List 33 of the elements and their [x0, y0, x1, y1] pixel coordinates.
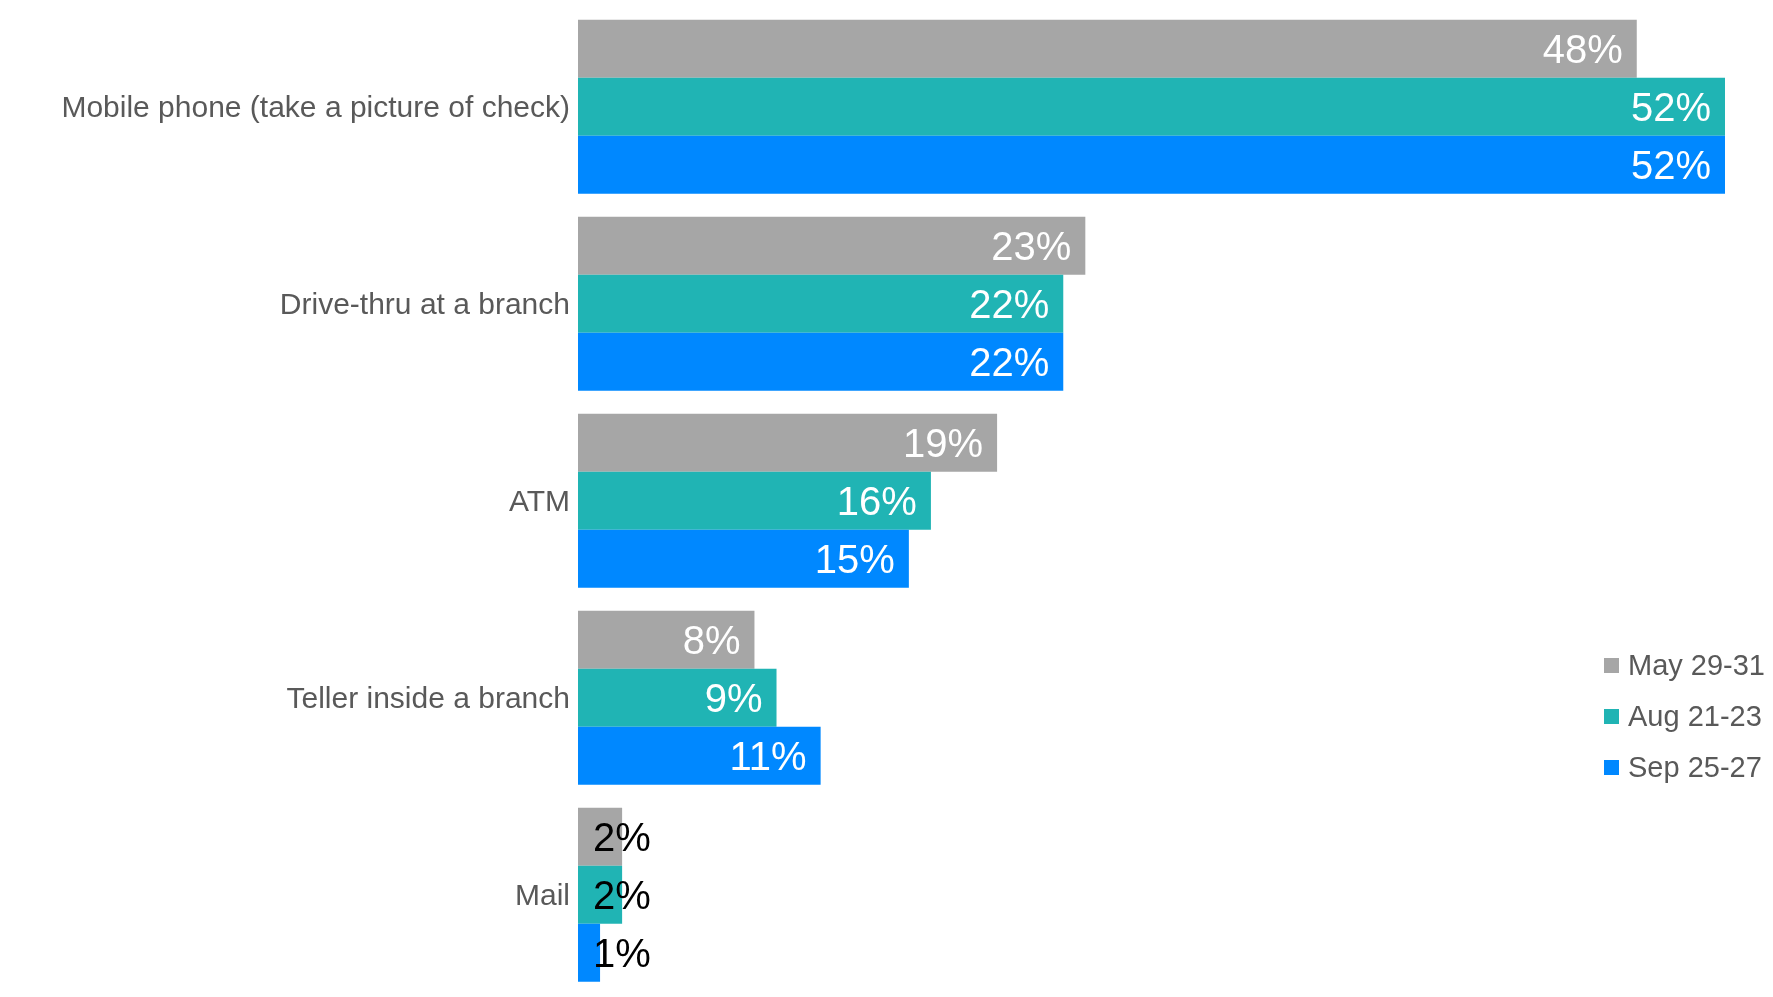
legend-label: Aug 21-23	[1627, 700, 1762, 733]
data-label: 22%	[969, 281, 1050, 326]
bar	[578, 274, 1064, 333]
data-label: 16%	[836, 478, 917, 523]
data-label: 2%	[593, 814, 651, 859]
bar	[578, 610, 755, 669]
bar	[578, 668, 777, 727]
data-label: 8%	[682, 617, 741, 662]
bar	[578, 19, 1637, 78]
bar	[578, 471, 931, 530]
y-tick-label: Teller inside a branch	[286, 681, 570, 715]
data-label: 19%	[903, 420, 984, 465]
bar	[578, 77, 1725, 136]
data-label: 52%	[1630, 84, 1711, 129]
y-tick-label: Drive-thru at a branch	[279, 287, 570, 321]
data-label: 9%	[704, 675, 763, 720]
y-tick-label: Mail	[514, 878, 570, 912]
legend-label: May 29-31	[1627, 649, 1765, 682]
bar	[578, 726, 821, 785]
bar	[578, 135, 1725, 194]
data-label: 11%	[729, 733, 807, 778]
bar	[578, 332, 1064, 391]
data-label: 22%	[969, 339, 1050, 384]
data-label: 48%	[1542, 26, 1623, 71]
bar	[578, 216, 1086, 275]
y-tick-label: Mobile phone (take a picture of check)	[61, 90, 570, 124]
data-label: 23%	[991, 223, 1072, 268]
legend-label: Sep 25-27	[1627, 751, 1762, 784]
bar	[578, 413, 998, 472]
data-label: 15%	[814, 536, 895, 581]
y-tick-label: ATM	[508, 484, 570, 518]
bar	[578, 529, 909, 588]
data-label: 52%	[1630, 142, 1711, 187]
